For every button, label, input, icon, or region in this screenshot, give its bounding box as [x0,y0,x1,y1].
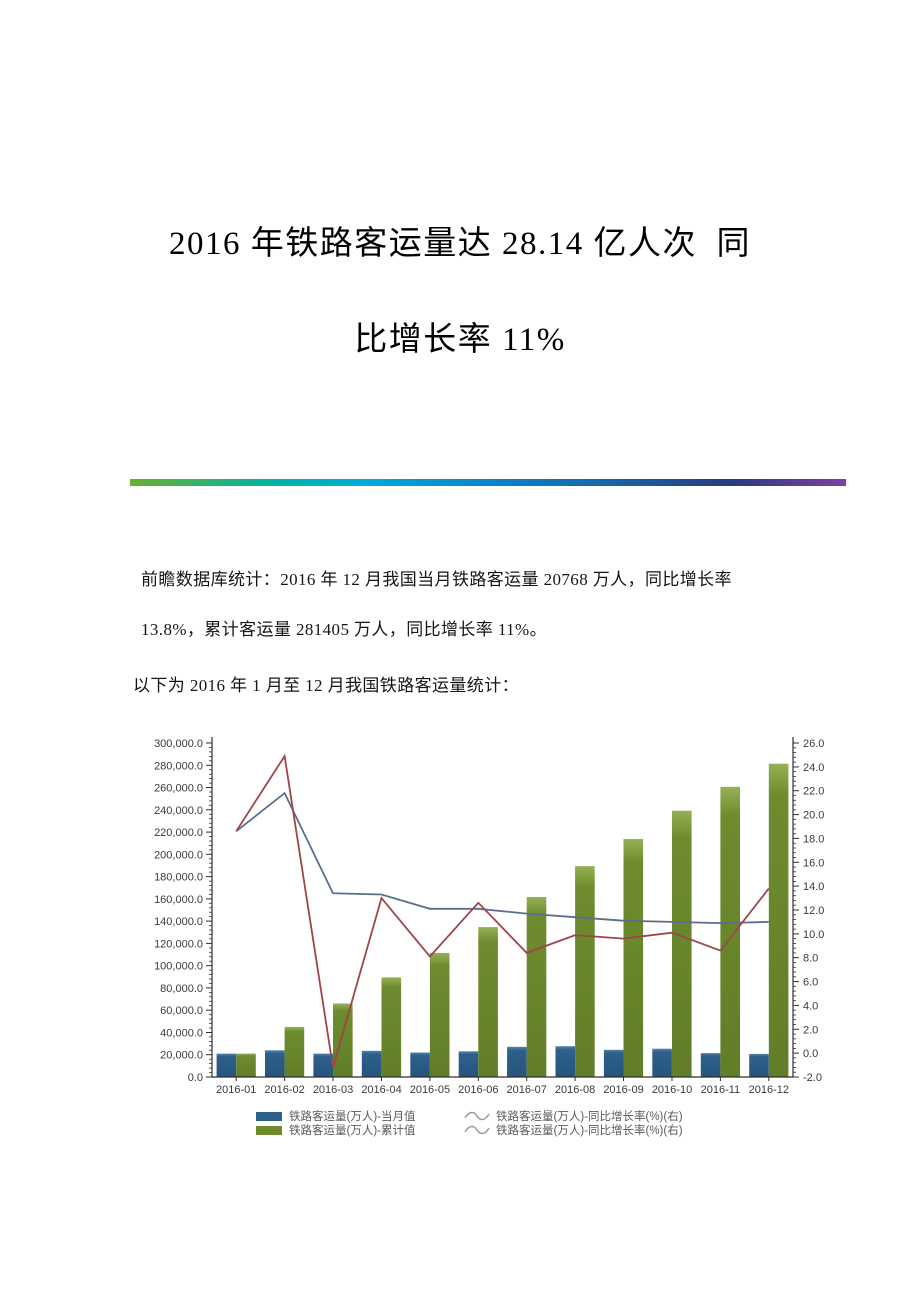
svg-text:300,000.0: 300,000.0 [154,738,203,750]
svg-text:240,000.0: 240,000.0 [154,805,203,817]
svg-text:4.0: 4.0 [803,1000,818,1012]
railway-passenger-volume-chart: 0.0 20,000.0 40,000.0 60,000.0 80,000.0 100,0… [154,737,824,1096]
svg-text:22.0: 22.0 [803,786,824,798]
svg-text:2016-09: 2016-09 [603,1084,643,1096]
svg-text:200,000.0: 200,000.0 [154,849,203,861]
svg-text:20,000.0: 20,000.0 [160,1050,203,1062]
svg-text:2016-02: 2016-02 [264,1084,304,1096]
svg-text:12.0: 12.0 [803,905,824,917]
svg-text:2016-07: 2016-07 [507,1084,547,1096]
svg-text:2016-03: 2016-03 [313,1084,353,1096]
svg-text:6.0: 6.0 [803,977,818,989]
article-title-line-2: 比增长率 11% [354,322,566,358]
svg-text:24.0: 24.0 [803,762,824,774]
legend-line-sample-icon [464,1111,490,1121]
svg-text:100,000.0: 100,000.0 [154,961,203,973]
svg-text:2016-12: 2016-12 [749,1084,789,1096]
legend-swatch-cumulative-bar [256,1125,282,1135]
body-paragraph-1-line-1: 前瞻数据库统计：2016 年 12 月我国当月铁路客运量 20768 万人，同比… [141,570,732,589]
legend-label-cumulative-growth: 铁路客运量(万人)-同比增长率(%)(右) [496,1125,683,1137]
svg-text:220,000.0: 220,000.0 [154,827,203,839]
legend-label-monthly-value: 铁路客运量(万人)-当月值 [289,1111,416,1123]
legend-line-sample-icon [464,1125,490,1135]
gradient-divider [130,479,846,486]
svg-text:2016-05: 2016-05 [410,1084,450,1096]
svg-text:120,000.0: 120,000.0 [154,938,203,950]
legend-item-monthly-value: 铁路客运量(万人)-当月值 [256,1109,416,1123]
svg-text:2016-08: 2016-08 [555,1084,595,1096]
svg-text:8.0: 8.0 [803,953,818,965]
article-title-line-1: 2016 年铁路客运量达 28.14 亿人次 同 [169,226,751,262]
legend-item-cumulative-growth: 铁路客运量(万人)-同比增长率(%)(右) [464,1123,683,1137]
svg-text:0.0: 0.0 [803,1048,818,1060]
svg-text:2016-01: 2016-01 [216,1084,256,1096]
svg-text:10.0: 10.0 [803,929,824,941]
svg-text:160,000.0: 160,000.0 [154,894,203,906]
svg-text:26.0: 26.0 [803,738,824,750]
svg-text:18.0: 18.0 [803,833,824,845]
svg-text:180,000.0: 180,000.0 [154,872,203,884]
svg-text:80,000.0: 80,000.0 [160,983,203,995]
svg-text:2016-11: 2016-11 [701,1084,741,1096]
legend-swatch-monthly-bar [256,1111,282,1121]
svg-text:60,000.0: 60,000.0 [160,1005,203,1017]
legend-item-monthly-growth: 铁路客运量(万人)-同比增长率(%)(右) [464,1109,683,1123]
legend-label-monthly-growth: 铁路客运量(万人)-同比增长率(%)(右) [496,1111,683,1123]
svg-text:-2.0: -2.0 [803,1072,822,1084]
body-paragraph-1-line-2: 13.8%，累计客运量 281405 万人，同比增长率 11%。 [141,620,547,639]
svg-text:2016-10: 2016-10 [652,1084,692,1096]
svg-text:260,000.0: 260,000.0 [154,783,203,795]
svg-text:14.0: 14.0 [803,881,824,893]
svg-text:2016-04: 2016-04 [361,1084,401,1096]
legend-label-cumulative-value: 铁路客运量(万人)-累计值 [289,1125,416,1137]
svg-text:2016-06: 2016-06 [458,1084,498,1096]
svg-text:2.0: 2.0 [803,1024,818,1036]
svg-text:280,000.0: 280,000.0 [154,760,203,772]
svg-text:140,000.0: 140,000.0 [154,916,203,928]
svg-text:20.0: 20.0 [803,810,824,822]
svg-text:0.0: 0.0 [188,1072,203,1084]
svg-text:40,000.0: 40,000.0 [160,1028,203,1040]
svg-text:16.0: 16.0 [803,857,824,869]
legend-item-cumulative-value: 铁路客运量(万人)-累计值 [256,1123,416,1137]
body-paragraph-2: 以下为 2016 年 1 月至 12 月我国铁路客运量统计： [133,676,519,695]
